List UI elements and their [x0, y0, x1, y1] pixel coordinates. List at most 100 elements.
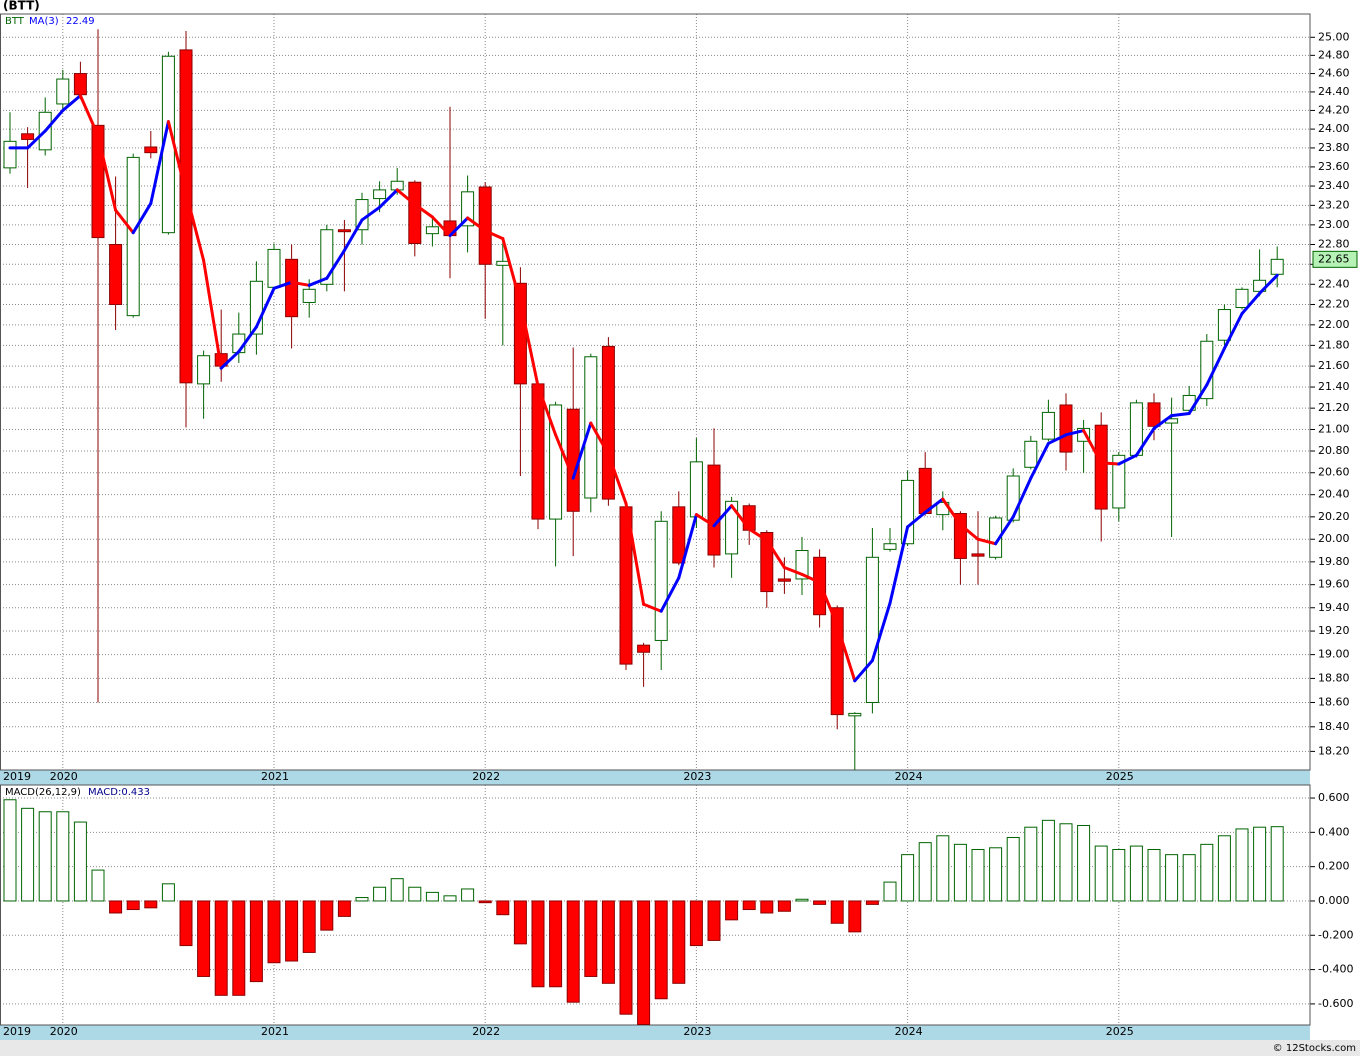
x-tick-label: 2020 — [50, 1025, 78, 1038]
ma-segment — [1205, 346, 1226, 387]
ma-segment — [1152, 414, 1174, 430]
y-tick-label: 24.40 — [1318, 85, 1350, 98]
ma-segment — [413, 202, 434, 219]
ma-segment — [342, 218, 364, 252]
ma-segment — [290, 280, 311, 287]
time-axis-band — [0, 770, 1310, 785]
candle-body — [549, 404, 563, 520]
ma-segment — [853, 659, 874, 683]
macd-bar — [901, 854, 915, 902]
y-tick-label: 25.00 — [1318, 30, 1350, 43]
ma-segment — [114, 208, 135, 235]
macd-bar — [1077, 824, 1091, 902]
legend-ma-name: MA(3) — [29, 16, 59, 27]
y-tick-label: 0.000 — [1318, 894, 1350, 907]
ma-segment — [430, 215, 452, 238]
candle-body — [989, 517, 1003, 558]
y-tick-label: 24.80 — [1318, 48, 1350, 61]
x-tick-label: 2025 — [1106, 770, 1134, 783]
ma-segment — [360, 205, 382, 222]
y-tick-label: 21.40 — [1318, 380, 1350, 393]
candle-body — [848, 712, 862, 717]
macd-bar — [989, 847, 1003, 902]
candle-body — [1094, 424, 1108, 510]
y-tick-label: 24.60 — [1318, 67, 1350, 80]
ma-segment — [589, 421, 610, 456]
legend-macd-prefix: MACD: — [88, 787, 121, 798]
candle-body — [901, 479, 915, 545]
last-price-box — [1312, 250, 1358, 268]
macd-bar — [267, 900, 281, 964]
y-tick-label: 0.400 — [1318, 825, 1350, 838]
macd-bar — [1165, 854, 1179, 902]
ma-segment — [307, 276, 329, 287]
candle-body — [725, 500, 739, 555]
y-tick-label: 20.40 — [1318, 488, 1350, 501]
ma-segment — [642, 602, 663, 613]
ma-segment — [835, 623, 857, 683]
macd-bar — [1059, 823, 1073, 902]
ma-segment — [483, 229, 505, 241]
macd-bar — [179, 900, 193, 947]
ma-segment — [747, 527, 769, 542]
candle-body — [777, 578, 791, 582]
x-tick-label: 2019 — [3, 1025, 31, 1038]
ma-segment — [800, 572, 822, 584]
ma-segment — [659, 576, 681, 613]
y-tick-label: 20.80 — [1318, 444, 1350, 457]
candle-body — [1147, 402, 1161, 427]
last-price-label: 22.65 — [1318, 252, 1350, 265]
macd-bar — [21, 807, 35, 902]
macd-bar — [1129, 845, 1143, 902]
candle-body — [971, 553, 985, 557]
macd-bar — [214, 900, 228, 996]
ma-segment — [131, 201, 153, 235]
candle-body — [1217, 309, 1231, 341]
ma-segment — [536, 384, 558, 437]
x-tick-label: 2024 — [895, 770, 923, 783]
y-tick-label: 20.60 — [1318, 466, 1350, 479]
candle-body — [601, 345, 615, 500]
panel-frame — [0, 13, 1311, 771]
y-tick-label: 22.00 — [1318, 318, 1350, 331]
ma-segment — [1029, 441, 1050, 480]
ma-segment — [906, 510, 927, 529]
x-tick-label: 2021 — [261, 770, 289, 783]
ma-segment — [730, 504, 751, 531]
x-tick-label: 2023 — [683, 1025, 711, 1038]
ma-segment — [78, 94, 100, 138]
y-tick-label: 0.200 — [1318, 860, 1350, 873]
macd-bar — [285, 900, 299, 962]
macd-bar — [232, 900, 246, 996]
macd-bar — [91, 869, 105, 902]
ma-segment — [923, 497, 945, 514]
macd-bar — [637, 900, 651, 1025]
ma-segment — [677, 513, 698, 580]
ma-segment — [994, 515, 1015, 546]
y-tick-label: 18.40 — [1318, 720, 1350, 733]
macd-bar — [320, 900, 334, 931]
macd-bar — [795, 898, 809, 902]
panel-frame — [0, 784, 1311, 1026]
ma-segment — [518, 300, 540, 388]
ma-segment — [254, 286, 276, 329]
ma-segment — [1134, 426, 1156, 457]
candle-body — [179, 49, 193, 384]
candle-body — [109, 243, 123, 305]
macd-bar — [689, 900, 703, 947]
macd-bar — [549, 900, 563, 988]
candle-body — [953, 513, 967, 559]
macd-bar — [1270, 826, 1284, 902]
candle-body — [478, 186, 492, 265]
ma-segment — [149, 120, 170, 205]
macd-bar — [1217, 835, 1231, 902]
y-tick-label: 20.20 — [1318, 510, 1350, 523]
candle-body — [531, 383, 545, 520]
x-tick-label: 2024 — [895, 1025, 923, 1038]
y-tick-label: 19.60 — [1318, 578, 1350, 591]
y-tick-label: 22.20 — [1318, 297, 1350, 310]
ma-segment — [219, 350, 241, 370]
macd-bar — [496, 900, 510, 916]
candle-body — [408, 181, 422, 244]
